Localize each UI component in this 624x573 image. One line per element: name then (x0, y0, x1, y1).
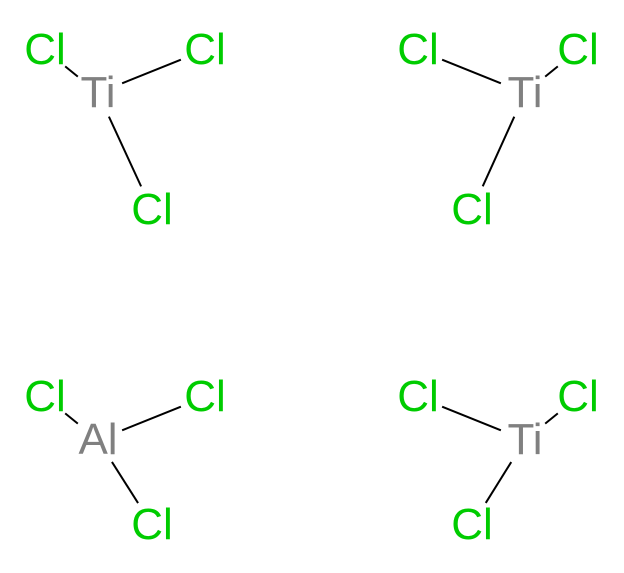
chlorine-atom: Cl (24, 372, 66, 422)
chlorine-atom: Cl (131, 185, 173, 235)
bond (112, 462, 138, 503)
chlorine-atom: Cl (397, 25, 439, 75)
chlorine-atom: Cl (451, 185, 493, 235)
bond (545, 413, 558, 423)
bond (65, 413, 78, 423)
chlorine-atom: Cl (557, 25, 599, 75)
bond (122, 60, 181, 84)
chlorine-atom: Cl (557, 372, 599, 422)
chlorine-atom: Cl (397, 372, 439, 422)
chlorine-atom: Cl (24, 25, 66, 75)
chlorine-atom: Cl (184, 25, 226, 75)
chlorine-atom: Cl (451, 500, 493, 550)
bond (483, 117, 515, 187)
bond (486, 462, 511, 503)
bond (442, 407, 501, 431)
bond (545, 66, 558, 76)
bond (442, 60, 501, 84)
bond (65, 66, 78, 76)
titanium-atom: Ti (80, 68, 115, 118)
titanium-atom: Ti (507, 415, 542, 465)
chlorine-atom: Cl (131, 500, 173, 550)
bond (122, 407, 181, 431)
chlorine-atom: Cl (184, 372, 226, 422)
aluminium-atom: Al (78, 415, 117, 465)
bond (109, 117, 141, 187)
titanium-atom: Ti (507, 68, 542, 118)
